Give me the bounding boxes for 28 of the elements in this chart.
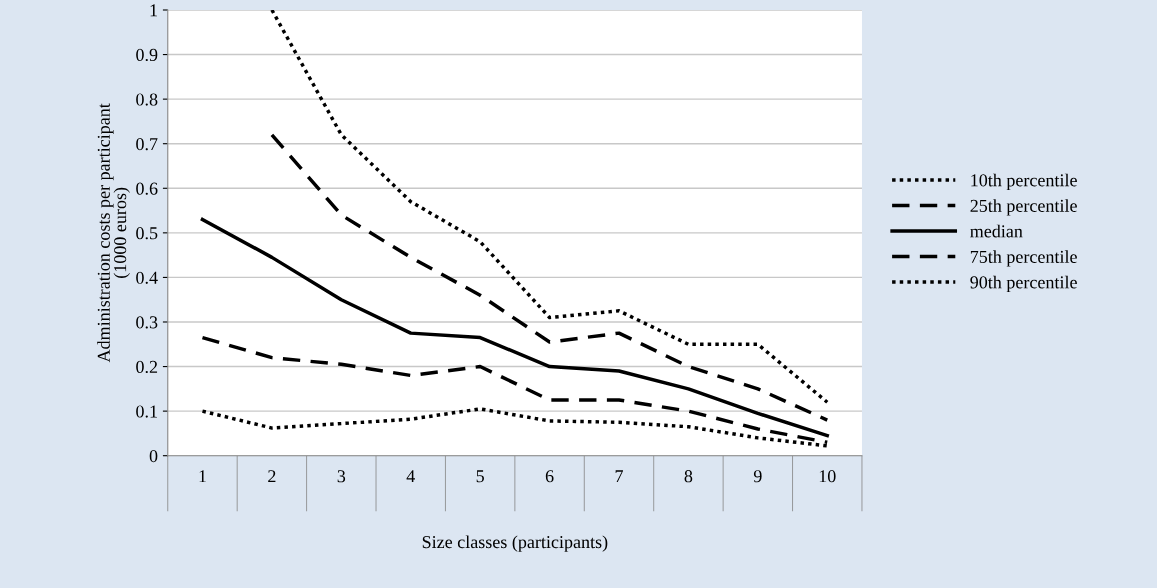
x-tick-label: 2 (268, 470, 276, 483)
y-tick-label: 0.8 (136, 93, 158, 106)
y-axis-title: Administration costs per participant (1000 euros) (97, 103, 130, 363)
y-tick-label: 1 (150, 4, 157, 17)
legend-label: 75th percentile (970, 250, 1077, 267)
y-tick-label: 0.5 (136, 227, 158, 240)
x-tick-label: 7 (615, 470, 623, 483)
x-tick-label: 6 (545, 470, 554, 483)
x-tick-label: 1 (199, 470, 206, 483)
y-tick-label: 0.9 (136, 48, 158, 62)
x-tick-label: 9 (753, 470, 762, 483)
legend-label: median (970, 224, 1023, 238)
x-tick-label: 10 (819, 470, 836, 483)
x-axis-title: Size classes (participants) (422, 535, 608, 552)
legend-label: 10th percentile (971, 173, 1077, 191)
y-tick-label: 0.7 (136, 137, 158, 151)
legend-label: 90th percentile (970, 275, 1077, 293)
x-tick-label: 8 (684, 470, 693, 483)
y-tick-label: 0.6 (136, 182, 158, 195)
y-tick-label: 0 (149, 449, 158, 463)
y-tick-label: 0.1 (136, 405, 157, 418)
legend-label: 25th percentile (970, 199, 1077, 216)
x-tick-label: 4 (406, 470, 415, 483)
y-tick-label: 0.4 (136, 271, 158, 284)
x-tick-label: 5 (476, 470, 484, 483)
y-tick-label: 0.3 (136, 316, 158, 329)
x-tick-label: 3 (337, 470, 346, 483)
y-tick-label: 0.2 (136, 360, 158, 374)
